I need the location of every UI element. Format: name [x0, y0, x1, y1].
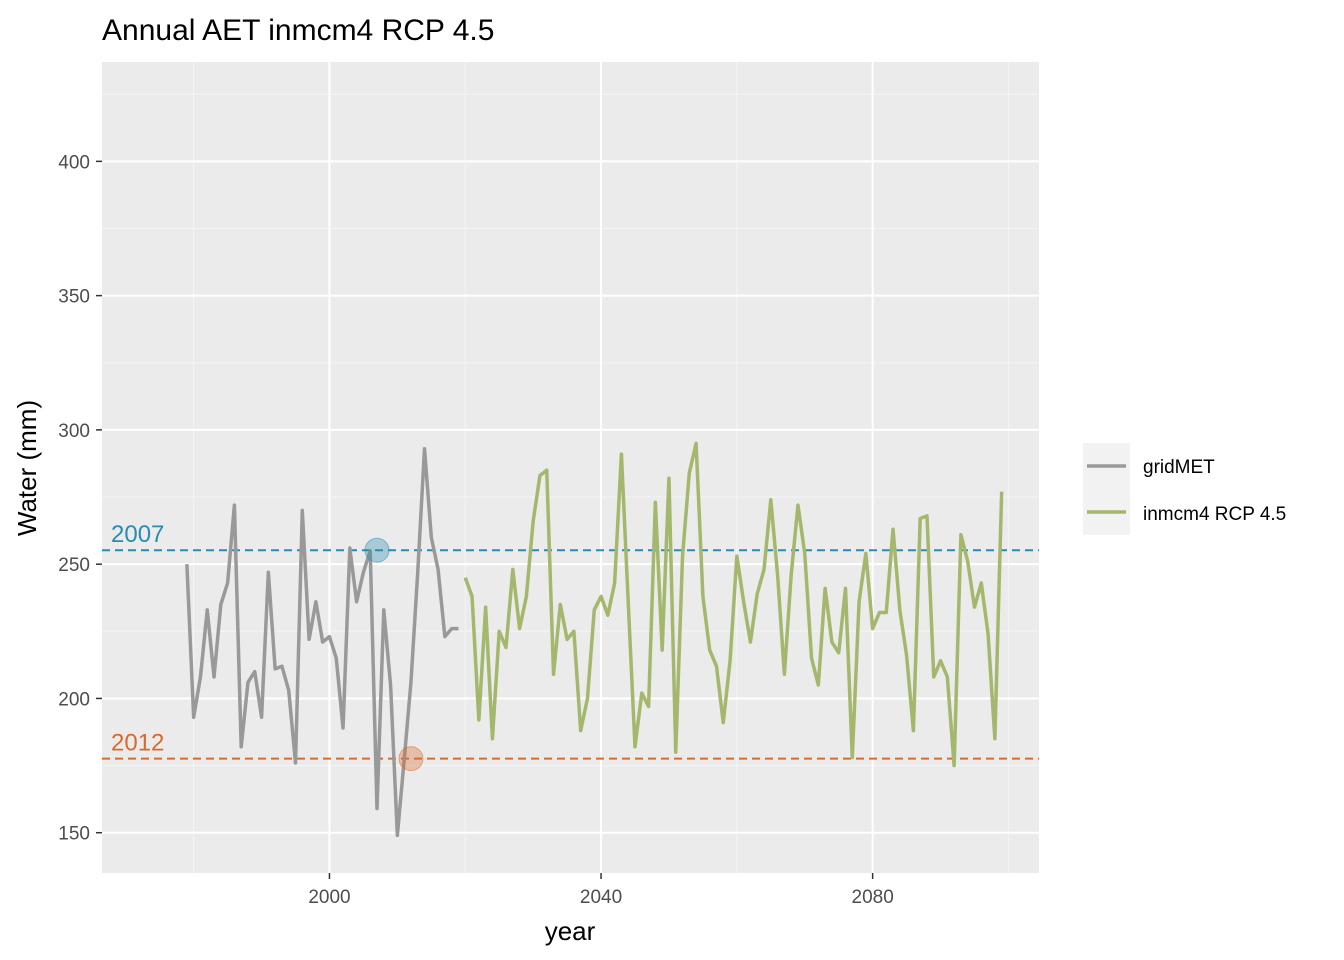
series-line-gridmet — [185, 446, 459, 838]
y-tick-label: 150 — [58, 824, 90, 845]
y-tick-label: 200 — [58, 689, 90, 710]
series-lines — [185, 441, 1004, 838]
legend-label-gridmet: gridMET — [1143, 457, 1215, 478]
plot-panel — [102, 62, 1039, 873]
reference-markers — [364, 537, 424, 772]
y-axis-title: Water (mm) — [12, 400, 42, 536]
y-tick-label: 400 — [58, 152, 90, 173]
reference-label-2012: 2012 — [111, 730, 164, 757]
legend-key-background — [1083, 443, 1130, 535]
series-line-inmcm4 — [463, 441, 1004, 768]
y-tick-label: 250 — [58, 555, 90, 576]
x-axis-title: year — [545, 916, 596, 946]
x-tick-label: 2080 — [852, 887, 894, 908]
x-axis-ticks: 2000 2040 2080 — [308, 873, 894, 908]
chart-title: Annual AET inmcm4 RCP 4.5 — [102, 14, 494, 47]
reference-label-2007: 2007 — [111, 521, 164, 548]
legend: gridMET inmcm4 RCP 4.5 — [1083, 443, 1286, 535]
minor-gridlines — [102, 62, 1039, 873]
y-tick-label: 300 — [58, 421, 90, 442]
reference-marker-2007 — [364, 537, 390, 563]
legend-label-inmcm4: inmcm4 RCP 4.5 — [1143, 504, 1286, 525]
x-tick-label: 2040 — [580, 887, 622, 908]
reference-marker-2012 — [398, 746, 424, 772]
y-tick-label: 350 — [58, 287, 90, 308]
y-axis-ticks: 150 200 250 300 350 400 — [58, 152, 102, 845]
reference-labels: 2007 2012 — [111, 521, 164, 756]
reference-lines — [102, 549, 1039, 760]
x-tick-label: 2000 — [308, 887, 350, 908]
